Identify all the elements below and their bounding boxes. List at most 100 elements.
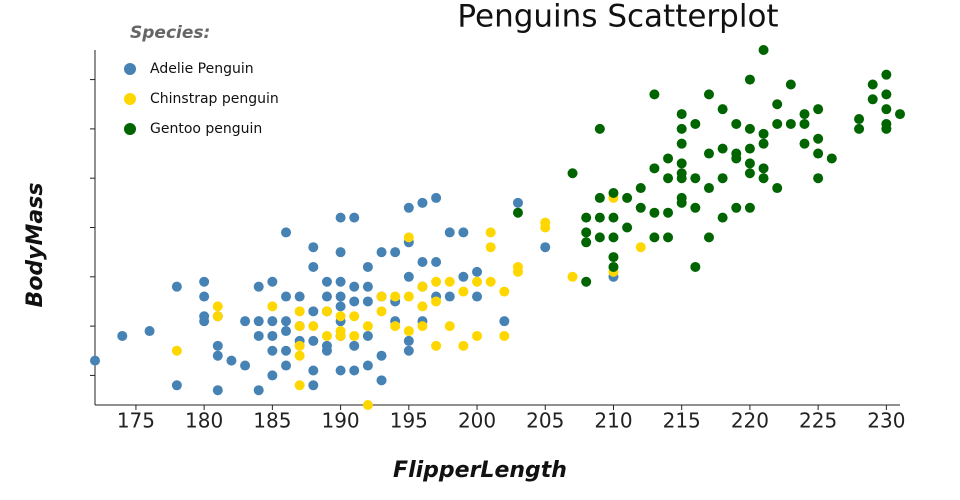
point — [635, 242, 646, 253]
point — [813, 133, 824, 144]
point — [403, 345, 414, 356]
point — [676, 197, 687, 208]
point — [294, 306, 305, 317]
point — [785, 118, 796, 129]
point — [403, 271, 414, 282]
point — [267, 301, 278, 312]
point — [649, 207, 660, 218]
point — [731, 153, 742, 164]
point — [485, 276, 496, 287]
point — [267, 330, 278, 341]
x-tick-label: 190 — [321, 409, 359, 433]
point — [854, 123, 865, 134]
point — [267, 345, 278, 356]
point — [676, 109, 687, 120]
point — [512, 207, 523, 218]
point — [321, 291, 332, 302]
legend-label: Chinstrap penguin — [150, 91, 279, 107]
point — [349, 330, 360, 341]
point — [758, 138, 769, 149]
x-axis-label: FlipperLength — [393, 458, 567, 483]
point — [349, 365, 360, 376]
point — [362, 360, 373, 371]
point — [212, 385, 223, 396]
point — [608, 232, 619, 243]
point — [649, 89, 660, 100]
point — [744, 202, 755, 213]
point — [240, 316, 251, 327]
point — [540, 242, 551, 253]
point — [417, 321, 428, 332]
point — [417, 281, 428, 292]
chart-title: Penguins Scatterplot — [457, 0, 778, 35]
point — [212, 340, 223, 351]
point — [362, 296, 373, 307]
point — [117, 330, 128, 341]
point — [253, 281, 264, 292]
point — [512, 197, 523, 208]
point — [362, 400, 373, 410]
point — [171, 345, 182, 356]
point — [744, 143, 755, 154]
point — [294, 291, 305, 302]
point — [676, 123, 687, 134]
point — [199, 291, 210, 302]
point — [663, 207, 674, 218]
x-tick-label: 230 — [867, 409, 905, 433]
point — [335, 276, 346, 287]
point — [376, 247, 387, 258]
point — [472, 330, 483, 341]
point — [717, 212, 728, 223]
point — [281, 345, 292, 356]
point — [403, 232, 414, 243]
point — [458, 227, 469, 238]
point — [854, 114, 865, 125]
point — [703, 232, 714, 243]
point — [622, 222, 633, 233]
point — [431, 276, 442, 287]
point — [703, 148, 714, 159]
point — [608, 212, 619, 223]
x-tick-label: 175 — [117, 409, 155, 433]
point — [731, 202, 742, 213]
point — [608, 261, 619, 272]
point — [594, 232, 605, 243]
point — [744, 123, 755, 134]
point — [717, 104, 728, 115]
point — [349, 340, 360, 351]
point — [349, 281, 360, 292]
point — [403, 335, 414, 346]
x-tick-label: 225 — [799, 409, 837, 433]
point — [349, 212, 360, 223]
point — [622, 192, 633, 203]
point — [758, 45, 769, 55]
point — [649, 163, 660, 174]
point — [226, 355, 237, 366]
point — [472, 266, 483, 277]
point — [458, 271, 469, 282]
point — [376, 291, 387, 302]
legend-marker — [124, 123, 136, 135]
point — [799, 118, 810, 129]
point — [485, 242, 496, 253]
x-tick-label: 185 — [253, 409, 291, 433]
point — [540, 222, 551, 233]
point — [472, 276, 483, 287]
point — [308, 321, 319, 332]
point — [308, 261, 319, 272]
point — [335, 301, 346, 312]
point — [881, 69, 892, 80]
point — [390, 247, 401, 258]
point — [171, 281, 182, 292]
point — [813, 104, 824, 115]
point — [362, 261, 373, 272]
point — [581, 227, 592, 238]
point — [308, 306, 319, 317]
point — [813, 148, 824, 159]
point — [349, 296, 360, 307]
point — [171, 380, 182, 391]
point — [294, 340, 305, 351]
point — [444, 321, 455, 332]
point — [567, 168, 578, 179]
